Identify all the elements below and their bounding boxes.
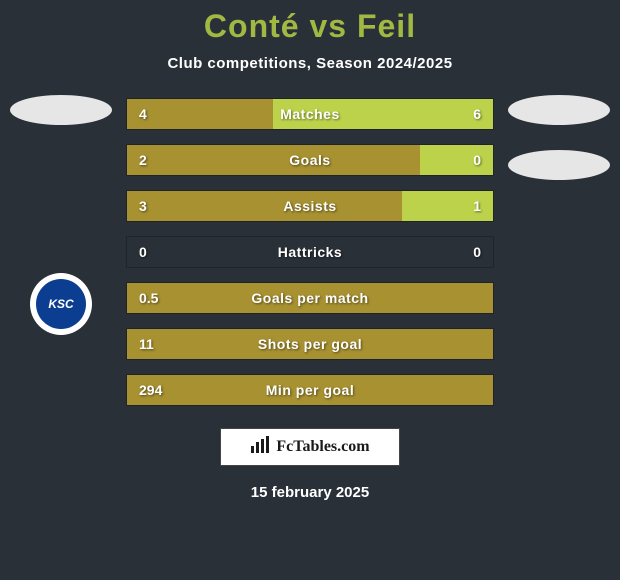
bar-chart-icon xyxy=(250,436,270,459)
player-avatar-right xyxy=(508,95,610,125)
stat-fill-left xyxy=(127,145,420,175)
stat-row: 0 Hattricks 0 xyxy=(126,236,494,268)
stat-value-left: 4 xyxy=(139,106,147,122)
stat-value-left: 294 xyxy=(139,382,162,398)
comparison-layout: KSC 4Matches62Goals03Assists10Hattricks0… xyxy=(0,98,620,406)
stat-bars: 4 Matches 6 2 Goals 0 3 Assists 1 0 Hattricks 0 0.5 G… xyxy=(126,98,494,406)
brand-text: FcTables.com xyxy=(276,438,369,456)
stat-label: Hattricks xyxy=(278,244,342,260)
stat-label: Min per goal xyxy=(266,382,354,398)
stat-row: 2 Goals 0 xyxy=(126,144,494,176)
club-badge-left: KSC xyxy=(30,273,92,335)
page-title: Conté vs Feil xyxy=(0,0,620,45)
stat-value-right: 1 xyxy=(473,198,481,214)
page-subtitle: Club competitions, Season 2024/2025 xyxy=(0,55,620,72)
stat-fill-left xyxy=(127,99,273,129)
stat-value-left: 2 xyxy=(139,152,147,168)
stat-label: Shots per goal xyxy=(258,336,362,352)
player-avatar-left xyxy=(10,95,112,125)
brand-badge[interactable]: FcTables.com xyxy=(220,428,400,466)
stat-value-left: 0 xyxy=(139,244,147,260)
stat-label: Matches xyxy=(280,106,340,122)
player-avatar-right-secondary xyxy=(508,150,610,180)
stat-row: 294 Min per goal xyxy=(126,374,494,406)
stat-fill-left xyxy=(127,191,402,221)
stat-value-right: 0 xyxy=(473,244,481,260)
stat-label: Goals xyxy=(289,152,330,168)
club-badge-label: KSC xyxy=(36,279,86,329)
stat-fill-right xyxy=(420,145,493,175)
stat-value-left: 11 xyxy=(139,336,154,352)
stat-label: Assists xyxy=(283,198,336,214)
stat-row: 4 Matches 6 xyxy=(126,98,494,130)
stat-label: Goals per match xyxy=(251,290,368,306)
stat-row: 11 Shots per goal xyxy=(126,328,494,360)
stat-value-left: 0.5 xyxy=(139,290,158,306)
stat-value-right: 6 xyxy=(473,106,481,122)
stat-row: 3 Assists 1 xyxy=(126,190,494,222)
stat-value-right: 0 xyxy=(473,152,481,168)
footer-date: 15 february 2025 xyxy=(0,484,620,501)
stat-row: 0.5 Goals per match xyxy=(126,282,494,314)
stat-value-left: 3 xyxy=(139,198,147,214)
